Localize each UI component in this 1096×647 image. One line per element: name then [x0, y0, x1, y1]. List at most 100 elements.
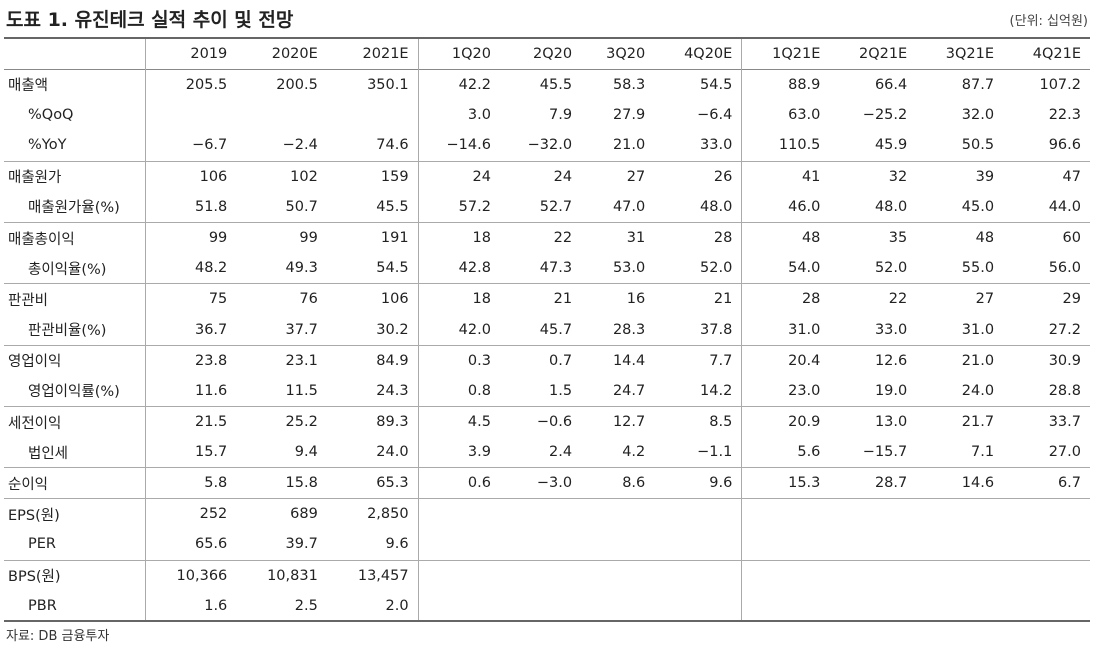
- cell: [581, 499, 654, 530]
- table-row: 매출액 205.5 200.5 350.1 42.2 45.5 58.3 54.5 88.9 66…: [4, 69, 1090, 100]
- cell: 44.0: [1048, 198, 1081, 215]
- cell: 0.8: [467, 382, 491, 399]
- cell: 1.5: [549, 382, 573, 399]
- row-label: 매출원가: [4, 161, 146, 192]
- column-header: 2Q20: [533, 45, 573, 62]
- row-label: BPS(원): [4, 560, 146, 591]
- cell: 39: [975, 168, 995, 185]
- cell: 11.6: [194, 382, 228, 399]
- cell: 3.9: [467, 444, 491, 461]
- cell: 22: [553, 230, 573, 247]
- cell: 110.5: [778, 137, 821, 154]
- cell: 15.3: [788, 475, 821, 492]
- cell: 2.4: [549, 444, 573, 461]
- column-header: 2021E: [326, 38, 419, 69]
- cell: −0.6: [536, 414, 573, 431]
- row-label: 세전이익: [4, 406, 146, 438]
- cell: 41: [801, 168, 821, 185]
- cell: [829, 560, 916, 591]
- table-row: 판관비율(%) 36.7 37.7 30.2 42.0 45.7 28.3 37.8 31.0 3…: [4, 314, 1090, 346]
- cell: 31.0: [788, 321, 821, 338]
- cell: 54.0: [788, 260, 821, 277]
- cell: 32.0: [961, 107, 995, 124]
- cell: 12.7: [612, 414, 646, 431]
- cell: 88.9: [788, 76, 821, 93]
- cell: 27: [626, 168, 646, 185]
- cell: 24.0: [961, 382, 995, 399]
- cell: 27.0: [1048, 444, 1081, 461]
- cell: 99: [299, 230, 318, 247]
- source: 자료: DB 금융투자: [6, 629, 110, 644]
- cell: 28.8: [1048, 382, 1081, 399]
- cell: 54.5: [654, 69, 743, 100]
- cell: 52.0: [654, 253, 743, 284]
- cell: [326, 99, 419, 131]
- cell: 2.0: [326, 590, 419, 622]
- cell: 74.6: [326, 130, 419, 162]
- cell: 4.5: [467, 414, 491, 431]
- cell: 54.5: [326, 253, 419, 284]
- cell: [916, 560, 1003, 591]
- cell: [500, 560, 581, 591]
- cell: −6.4: [654, 99, 743, 131]
- cell: 51.8: [194, 198, 228, 215]
- cell: 76: [299, 291, 318, 308]
- cell: [654, 560, 743, 591]
- row-group: 영업이익 23.8 23.1 84.9 0.3 0.7 14.4 7.7 20.4 12.6 21.…: [4, 345, 1090, 407]
- cell: 21: [553, 291, 573, 308]
- cell: 45.5: [326, 191, 419, 223]
- cell: −25.2: [862, 107, 908, 124]
- cell: 57.2: [458, 198, 491, 215]
- cell: 21.5: [194, 414, 228, 431]
- row-label: 법인세: [4, 437, 146, 468]
- row-group: BPS(원) 10,366 10,831 13,457 PBR 1.6 2.5 2.0: [4, 560, 1090, 622]
- cell: 99: [208, 230, 228, 247]
- cell: 29: [1062, 291, 1081, 308]
- column-header: 4Q20E: [654, 38, 743, 69]
- column-header: 3Q20: [606, 45, 646, 62]
- cell: 33.7: [1048, 414, 1081, 431]
- row-group: EPS(원) 252 689 2,850 PER 65.6 39.7 9.6: [4, 498, 1090, 560]
- cell: 20.9: [788, 414, 821, 431]
- table-row: %YoY −6.7 −2.4 74.6 −14.6 −32.0 21.0 33.0 110.5 4…: [4, 130, 1090, 162]
- cell: 52.7: [539, 198, 573, 215]
- cell: 89.3: [326, 406, 419, 438]
- cell: 3.0: [467, 107, 491, 124]
- cell: [1003, 591, 1090, 622]
- table-header: 2019 2020E 2021E 1Q20 2Q20 3Q20 4Q20E 1Q21E 2Q21…: [4, 38, 1090, 69]
- row-label: 판관비: [4, 283, 146, 315]
- cell: 9.6: [326, 529, 419, 560]
- column-header: 2019: [190, 45, 228, 62]
- cell: 48.0: [654, 191, 743, 223]
- table-row: 판관비 75 76 106 18 21 16 21 28 22 27 29: [4, 283, 1090, 315]
- cell: 52.0: [874, 260, 908, 277]
- cell: −2.4: [282, 137, 318, 154]
- cell: 16: [626, 291, 646, 308]
- cell: 87.7: [961, 76, 995, 93]
- cell: −3.0: [536, 475, 573, 492]
- title: 도표 1. 유진테크 실적 추이 및 전망: [6, 9, 294, 31]
- cell: 31.0: [961, 321, 995, 338]
- cell: [829, 499, 916, 530]
- cell: 27.2: [1048, 321, 1081, 338]
- cell: 10,366: [176, 567, 228, 584]
- row-label: 매출액: [4, 69, 146, 100]
- cell: 252: [199, 506, 228, 523]
- cell: [418, 591, 500, 622]
- cell: 22.3: [1048, 107, 1081, 124]
- row-label: PER: [4, 529, 146, 560]
- cell: 53.0: [612, 260, 646, 277]
- cell: 65.3: [326, 467, 419, 499]
- cell: 21.0: [612, 137, 646, 154]
- cell: 35: [888, 230, 908, 247]
- cell: 14.2: [654, 375, 743, 407]
- cell: 84.9: [326, 345, 419, 376]
- cell: 50.7: [285, 198, 318, 215]
- cell: [1003, 529, 1090, 560]
- cell: 159: [326, 161, 419, 192]
- cell: 42.8: [458, 260, 491, 277]
- column-header: 3Q21E: [945, 45, 995, 62]
- cell: 15.7: [194, 444, 228, 461]
- cell: 8.6: [622, 475, 646, 492]
